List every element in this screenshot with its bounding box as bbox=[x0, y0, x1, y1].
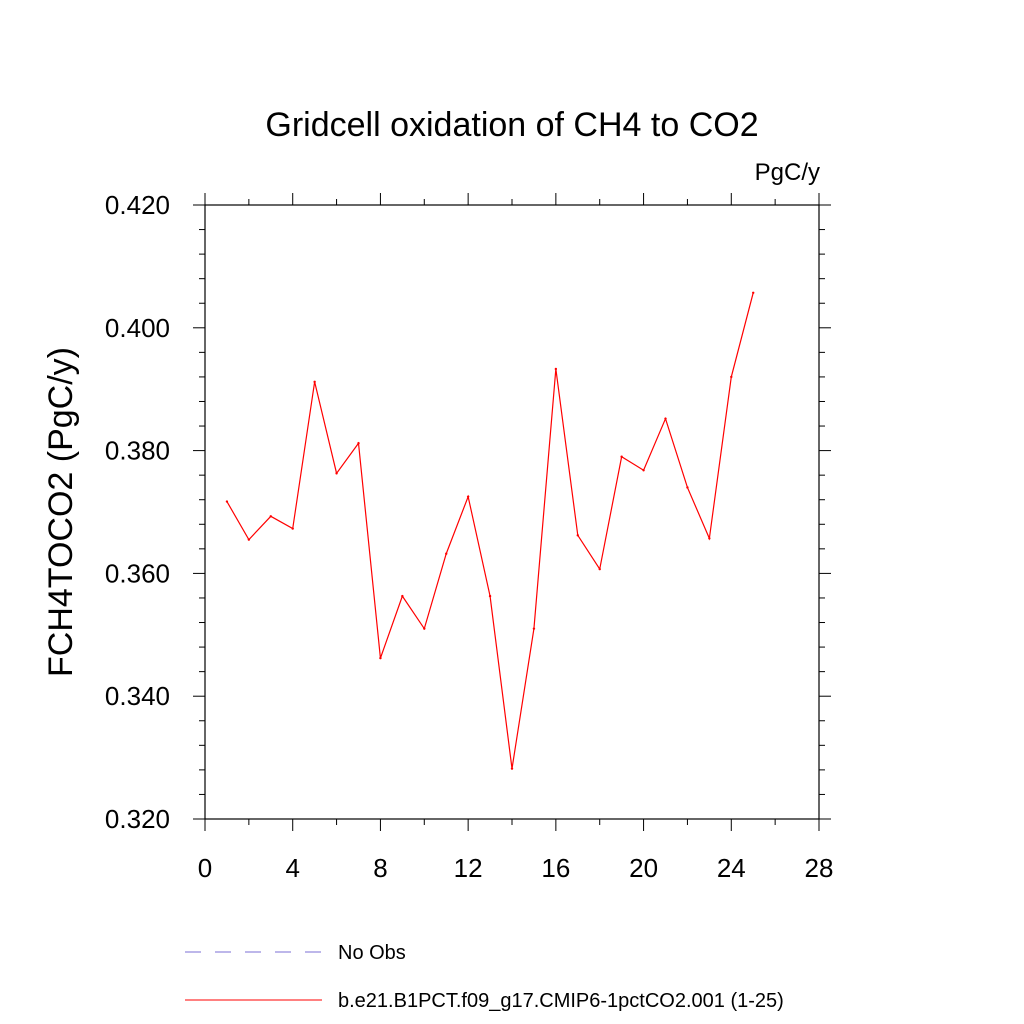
x-tick-label: 24 bbox=[717, 853, 746, 883]
series-line bbox=[226, 292, 754, 769]
data-point bbox=[554, 367, 558, 371]
units-label: PgC/y bbox=[755, 159, 820, 186]
data-point bbox=[335, 472, 338, 475]
y-tick-label: 0.400 bbox=[105, 313, 170, 343]
y-tick-label: 0.360 bbox=[105, 558, 170, 588]
y-tick-label: 0.380 bbox=[105, 436, 170, 466]
data-point bbox=[488, 594, 492, 598]
chart-title: Gridcell oxidation of CH4 to CO2 bbox=[265, 106, 758, 144]
x-tick-label: 8 bbox=[373, 853, 387, 883]
y-tick-label: 0.340 bbox=[105, 681, 170, 711]
data-point bbox=[708, 537, 711, 540]
data-point bbox=[247, 538, 251, 541]
data-point bbox=[532, 627, 536, 630]
data-point bbox=[357, 442, 360, 445]
y-axis-label: FCH4TOCO2 (PgC/y) bbox=[42, 347, 80, 677]
x-tick-label: 4 bbox=[285, 853, 299, 883]
data-point bbox=[730, 375, 733, 379]
y-tick-label: 0.420 bbox=[105, 190, 170, 220]
data-point bbox=[466, 495, 470, 498]
data-point bbox=[752, 291, 755, 295]
legend-label: No Obs bbox=[338, 942, 406, 964]
data-point bbox=[576, 534, 579, 537]
data-point bbox=[401, 594, 404, 598]
data-point bbox=[664, 417, 667, 420]
data-point bbox=[510, 767, 514, 770]
data-point bbox=[269, 515, 272, 518]
plot-frame bbox=[204, 204, 820, 820]
plot-area bbox=[225, 291, 755, 770]
x-tick-label: 16 bbox=[541, 853, 570, 883]
legend: No Obs b.e21.B1PCT.f09_g17.CMIP6-1pctCO2.… bbox=[185, 942, 784, 1012]
data-point bbox=[598, 567, 601, 571]
data-point bbox=[620, 455, 623, 458]
data-point bbox=[642, 469, 645, 472]
data-point bbox=[686, 486, 689, 489]
x-tick-label: 28 bbox=[805, 853, 834, 883]
y-tick-label: 0.320 bbox=[105, 804, 170, 834]
data-point bbox=[379, 656, 382, 660]
x-tick-label: 12 bbox=[454, 853, 483, 883]
data-point bbox=[445, 552, 448, 555]
legend-label: b.e21.B1PCT.f09_g17.CMIP6-1pctCO2.001 (1… bbox=[338, 990, 784, 1012]
data-point bbox=[423, 627, 426, 630]
axis-ticks: 0 4 8 12 16 20 24 28 0.320 0.340 0.360 0.380 0.400 0.… bbox=[105, 190, 834, 883]
x-tick-label: 0 bbox=[198, 853, 212, 883]
data-point bbox=[291, 527, 294, 530]
data-point bbox=[225, 500, 229, 503]
data-point bbox=[313, 380, 316, 384]
x-tick-label: 20 bbox=[629, 853, 658, 883]
